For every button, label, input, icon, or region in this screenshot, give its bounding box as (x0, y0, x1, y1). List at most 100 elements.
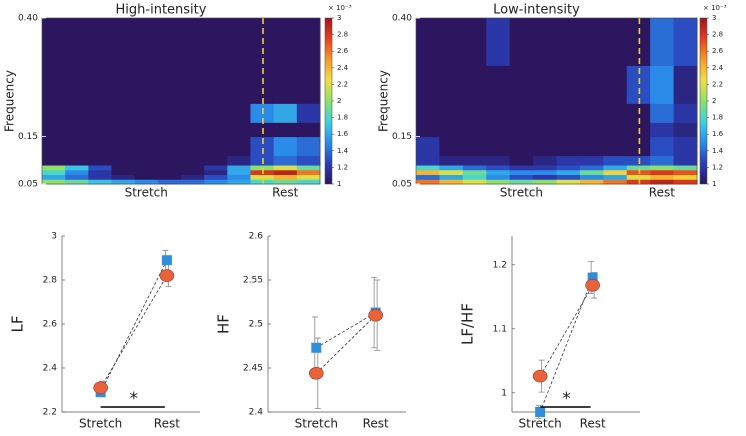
marker-circle (159, 269, 175, 282)
colorbar-tick-label: 2.6 (337, 47, 349, 55)
heat-cell (296, 136, 321, 157)
heat-cell (603, 165, 628, 171)
heat-cell (42, 165, 66, 171)
heat-cell (509, 165, 534, 171)
colorbar-tick-label: 3 (712, 14, 716, 22)
heat-cell (416, 165, 440, 171)
heat-cell (227, 155, 251, 166)
heat-cell (111, 103, 136, 123)
heat-cell (88, 174, 112, 180)
marker-circle (93, 381, 108, 395)
heat-cell (227, 103, 251, 123)
heat-cell (88, 165, 112, 171)
heat-cell (650, 169, 675, 176)
heat-cell (181, 18, 205, 66)
heat-cell (533, 165, 557, 171)
heat-cell (509, 174, 534, 180)
heat-cell (273, 136, 298, 157)
heat-cell (42, 122, 66, 138)
heat-cell (65, 174, 89, 180)
plot-frame (41, 17, 321, 185)
heat-cell (65, 18, 89, 66)
heat-cell (439, 136, 464, 157)
heat-cell (88, 103, 112, 123)
heat-cell (509, 122, 534, 138)
heat-cell (181, 174, 205, 180)
heat-cell (556, 165, 581, 171)
heat-cell (556, 155, 581, 166)
heat-cell (462, 122, 487, 138)
heat-cell (439, 179, 464, 185)
heat-cell (533, 103, 557, 123)
heat-cell (650, 122, 675, 138)
y-axis-title: Frequency (3, 70, 17, 132)
heat-cell (416, 169, 440, 176)
x-tick-label: Stretch (500, 186, 543, 200)
heat-cell (673, 18, 698, 66)
heat-cell (486, 169, 511, 176)
heat-cell (650, 18, 675, 66)
heat-cell (603, 103, 628, 123)
heat-cell (134, 122, 159, 138)
heat-cell (42, 155, 66, 166)
y-tick-label: 2.5 (249, 320, 263, 330)
series-line (316, 312, 376, 349)
heat-cell (462, 136, 487, 157)
heat-cell (673, 65, 698, 104)
heat-cell (157, 122, 182, 138)
y-tick-label: 1.2 (493, 260, 507, 270)
heat-cell (227, 122, 251, 138)
heat-cell (227, 165, 251, 171)
y-tick-label: 2.6 (43, 320, 58, 330)
x-tick-label: Rest (649, 186, 675, 200)
heat-cell (42, 18, 66, 66)
heat-cell (673, 174, 698, 180)
heat-cell (227, 65, 251, 104)
y-tick-label: 0.15 (18, 132, 38, 142)
heat-cell (556, 103, 581, 123)
colorbar-tick-label: 1.6 (337, 130, 349, 138)
heat-cell (157, 169, 182, 176)
colorbar (699, 17, 708, 185)
heat-cell (273, 122, 298, 138)
heat-cell (626, 174, 651, 180)
heat-cell (157, 174, 182, 180)
heat-cell (462, 65, 487, 104)
marker-circle (585, 278, 600, 292)
series-line (316, 314, 376, 374)
colorbar-exponent: × 10⁻³ (328, 4, 352, 12)
heat-cell (296, 179, 321, 185)
heat-cell (157, 65, 182, 104)
heat-cell (134, 103, 159, 123)
significance-mark: * (562, 389, 571, 409)
heat-cell (296, 103, 321, 123)
x-tick-label: Stretch (295, 417, 338, 431)
y-axis-title: HF (215, 314, 233, 334)
colorbar-tick-label: 2.4 (712, 64, 724, 72)
y-axis-title: LF/HF (459, 303, 477, 345)
heat-cell (486, 18, 511, 66)
heat-cell (556, 136, 581, 157)
y-tick-label: 1 (501, 388, 507, 398)
colorbar-tick-label: 1.2 (337, 163, 348, 171)
heat-cell (88, 169, 112, 176)
y-tick-label: 0.05 (392, 180, 412, 190)
heat-cell (204, 18, 228, 66)
heat-cell (134, 155, 159, 166)
heat-cell (509, 155, 534, 166)
heat-cell (533, 122, 557, 138)
y-tick-label: 0.40 (18, 14, 38, 24)
heat-cell (273, 155, 298, 166)
heat-cell (42, 174, 66, 180)
heat-cell (273, 18, 298, 66)
heat-cell (181, 165, 205, 171)
heat-cell (227, 18, 251, 66)
heat-cell (134, 165, 159, 171)
y-tick-label: 2.2 (43, 408, 57, 418)
y-tick-label: 2.6 (249, 232, 264, 242)
y-axis-title: LF (9, 316, 27, 333)
heat-cell (533, 65, 557, 104)
x-tick-label: Rest (580, 417, 606, 431)
heat-cell (439, 103, 464, 123)
heat-cell (42, 65, 66, 104)
